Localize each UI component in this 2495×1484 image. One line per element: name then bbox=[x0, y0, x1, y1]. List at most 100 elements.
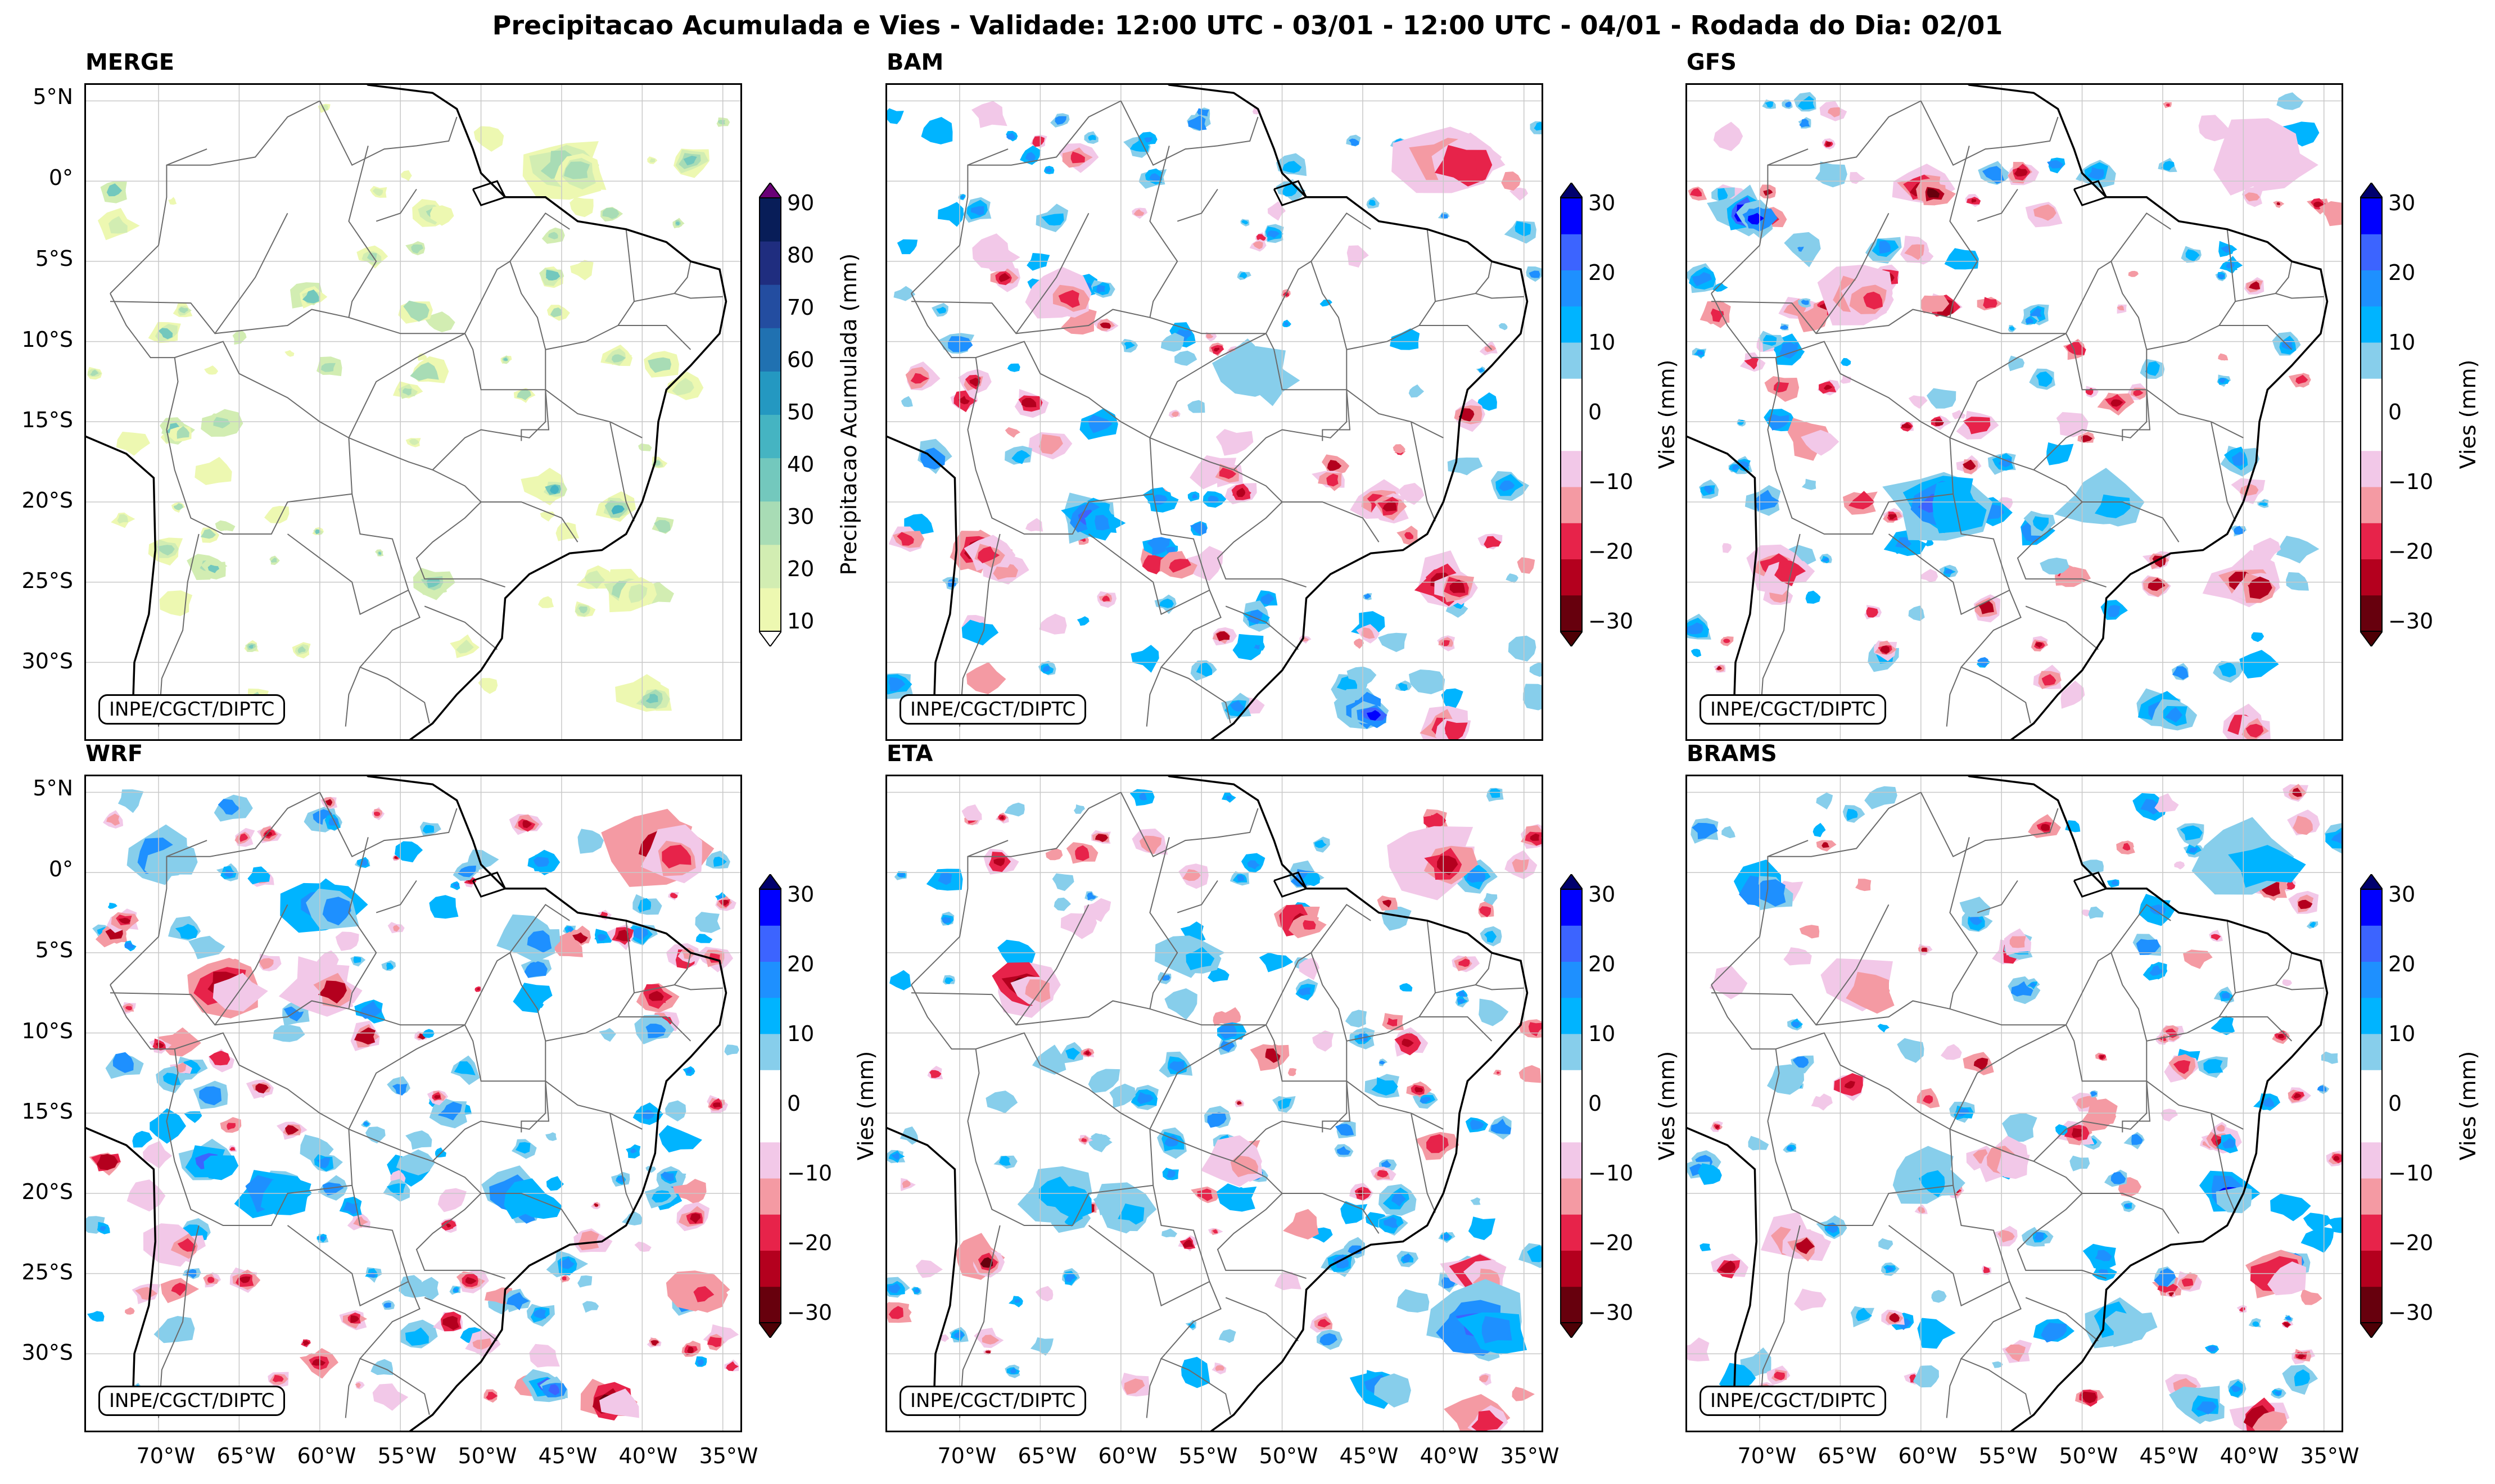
border-line bbox=[2025, 605, 2099, 650]
field-blob bbox=[1401, 984, 1410, 992]
coastline bbox=[367, 776, 727, 1431]
field-blob bbox=[1897, 1038, 1924, 1063]
border-line bbox=[1767, 357, 1954, 535]
field-blob bbox=[1133, 209, 1145, 216]
field-blob bbox=[1009, 133, 1015, 138]
cbar-tick: 20 bbox=[787, 556, 815, 581]
field-blob bbox=[408, 304, 424, 316]
coastline-west bbox=[887, 435, 958, 711]
map-panel-brams: INPE/CGCT/DIPTC bbox=[1685, 775, 2343, 1432]
coastline bbox=[1168, 85, 1529, 739]
field-blob bbox=[1850, 172, 1865, 184]
border-line bbox=[348, 146, 377, 318]
field-blob bbox=[2009, 326, 2015, 331]
colorbar-segment bbox=[759, 997, 781, 1034]
field-blob bbox=[1878, 1238, 1893, 1250]
field-blob bbox=[1515, 221, 1531, 237]
border-line bbox=[464, 260, 546, 390]
field-blob bbox=[417, 353, 427, 361]
border-line bbox=[464, 952, 546, 1082]
field-blob bbox=[284, 350, 295, 357]
lat-label: 25°S bbox=[21, 1260, 73, 1284]
field-blob bbox=[127, 1309, 132, 1313]
cbar-tick: −30 bbox=[1588, 1300, 1634, 1325]
field-blob bbox=[155, 1042, 164, 1048]
field-feature bbox=[1795, 1237, 1815, 1255]
field-blob bbox=[437, 1101, 462, 1121]
field-blob bbox=[2008, 355, 2025, 372]
cbar-tick: 20 bbox=[2388, 260, 2416, 285]
field-blob bbox=[1314, 839, 1327, 848]
field-blob bbox=[1265, 1048, 1281, 1063]
field-blob bbox=[1481, 396, 1494, 408]
field-blob bbox=[938, 872, 952, 885]
field-blob bbox=[2207, 1346, 2217, 1352]
field-feature bbox=[1781, 564, 1800, 580]
field-blob bbox=[1521, 1070, 1535, 1082]
field-blob bbox=[1253, 241, 1263, 250]
field-blob bbox=[2309, 921, 2316, 928]
field-blob bbox=[446, 1317, 457, 1325]
field-feature bbox=[1095, 514, 1110, 531]
field-feature bbox=[645, 694, 658, 704]
field-layer bbox=[1687, 92, 2342, 739]
field-blob bbox=[2222, 1138, 2236, 1149]
field-blob bbox=[1691, 649, 1702, 658]
field-blob bbox=[1109, 1083, 1136, 1109]
political-borders bbox=[1711, 100, 2324, 727]
border-line bbox=[1177, 188, 1218, 222]
field-blob bbox=[2293, 1093, 2302, 1099]
lat-label: 10°S bbox=[21, 327, 73, 352]
colorbar-segment bbox=[1560, 1142, 1583, 1179]
field-blob bbox=[1687, 622, 1703, 635]
field-feature bbox=[1437, 856, 1458, 876]
field-blob bbox=[1054, 897, 1071, 911]
field-blob bbox=[503, 358, 508, 361]
field-blob bbox=[2110, 399, 2123, 407]
coastline bbox=[367, 85, 727, 739]
field-feature bbox=[1058, 289, 1080, 308]
colorbar-over-arrow bbox=[1560, 874, 1583, 890]
colorbar-outline bbox=[759, 889, 781, 1323]
field-blob bbox=[649, 990, 664, 1001]
field-blob bbox=[1088, 134, 1096, 141]
field-blob bbox=[2050, 161, 2061, 168]
field-blob bbox=[1494, 1121, 1507, 1134]
field-blob bbox=[1430, 815, 1443, 825]
colorbar-segment bbox=[759, 925, 781, 962]
field-blob bbox=[1529, 270, 1540, 278]
field-blob bbox=[473, 126, 504, 152]
field-blob bbox=[1171, 411, 1179, 417]
cbar-tick: 10 bbox=[2388, 1021, 2416, 1046]
field-blob bbox=[2121, 1182, 2134, 1192]
field-blob bbox=[660, 521, 670, 529]
border-line bbox=[545, 229, 635, 350]
field-blob bbox=[1527, 1245, 1542, 1263]
colorbar-outline bbox=[2360, 197, 2383, 632]
field-blob bbox=[126, 1179, 166, 1212]
field-blob bbox=[891, 1152, 900, 1160]
field-feature bbox=[207, 564, 219, 573]
lat-label: 20°S bbox=[21, 1179, 73, 1204]
island-outline bbox=[1273, 180, 1308, 206]
field-blob bbox=[1880, 645, 1890, 654]
field-blob bbox=[553, 931, 583, 957]
border-line bbox=[2219, 1016, 2293, 1042]
border-line bbox=[424, 1297, 498, 1342]
field-blob bbox=[1722, 543, 1732, 553]
field-blob bbox=[2117, 305, 2125, 311]
field-blob bbox=[163, 1073, 181, 1086]
field-blob bbox=[2034, 1232, 2044, 1241]
field-feature bbox=[980, 1257, 993, 1268]
colorbar-segment bbox=[1560, 198, 1583, 234]
field-blob bbox=[1992, 1361, 2003, 1368]
field-blob bbox=[1192, 494, 1198, 499]
field-blob bbox=[135, 1287, 157, 1300]
field-blob bbox=[522, 820, 532, 829]
map-panel-eta: INPE/CGCT/DIPTC bbox=[885, 775, 1543, 1432]
field-feature bbox=[2245, 723, 2264, 738]
field-blob bbox=[317, 530, 320, 533]
field-blob bbox=[888, 1283, 901, 1293]
border-line bbox=[158, 840, 207, 937]
field-blob bbox=[893, 286, 916, 301]
